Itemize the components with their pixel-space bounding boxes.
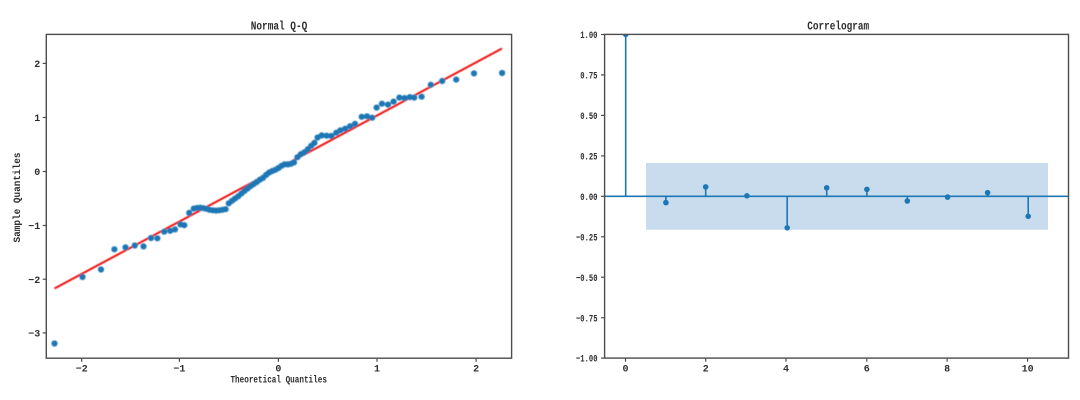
svg-text:0.75: 0.75	[580, 72, 597, 83]
svg-text:−0.75: −0.75	[576, 314, 598, 325]
svg-text:−1: −1	[28, 222, 40, 233]
svg-text:1.00: 1.00	[580, 31, 597, 42]
svg-text:Correlogram: Correlogram	[807, 20, 869, 34]
svg-text:−1: −1	[173, 364, 185, 375]
svg-text:Theoretical Quantiles: Theoretical Quantiles	[230, 375, 327, 387]
svg-text:0: 0	[275, 364, 281, 375]
svg-text:0: 0	[622, 364, 628, 375]
svg-text:1: 1	[34, 114, 40, 125]
svg-text:0.00: 0.00	[580, 193, 597, 204]
svg-text:1: 1	[374, 364, 380, 375]
svg-text:0.50: 0.50	[580, 112, 597, 123]
svg-text:−0.50: −0.50	[576, 274, 598, 285]
svg-text:−1.00: −1.00	[576, 355, 598, 366]
svg-text:−2: −2	[28, 276, 40, 287]
svg-text:6: 6	[864, 364, 870, 375]
svg-text:4: 4	[783, 364, 789, 375]
svg-text:−0.25: −0.25	[576, 233, 598, 244]
svg-text:2: 2	[703, 364, 709, 375]
svg-text:Normal Q-Q: Normal Q-Q	[251, 20, 308, 34]
svg-text:10: 10	[1022, 364, 1034, 375]
svg-text:−3: −3	[28, 330, 40, 341]
svg-text:8: 8	[944, 364, 950, 375]
svg-text:2: 2	[34, 60, 40, 71]
svg-text:2: 2	[473, 364, 479, 375]
svg-text:Sample Quantiles: Sample Quantiles	[12, 153, 24, 243]
svg-text:−2: −2	[76, 364, 88, 375]
svg-text:0: 0	[34, 168, 40, 179]
svg-text:0.25: 0.25	[580, 153, 597, 164]
